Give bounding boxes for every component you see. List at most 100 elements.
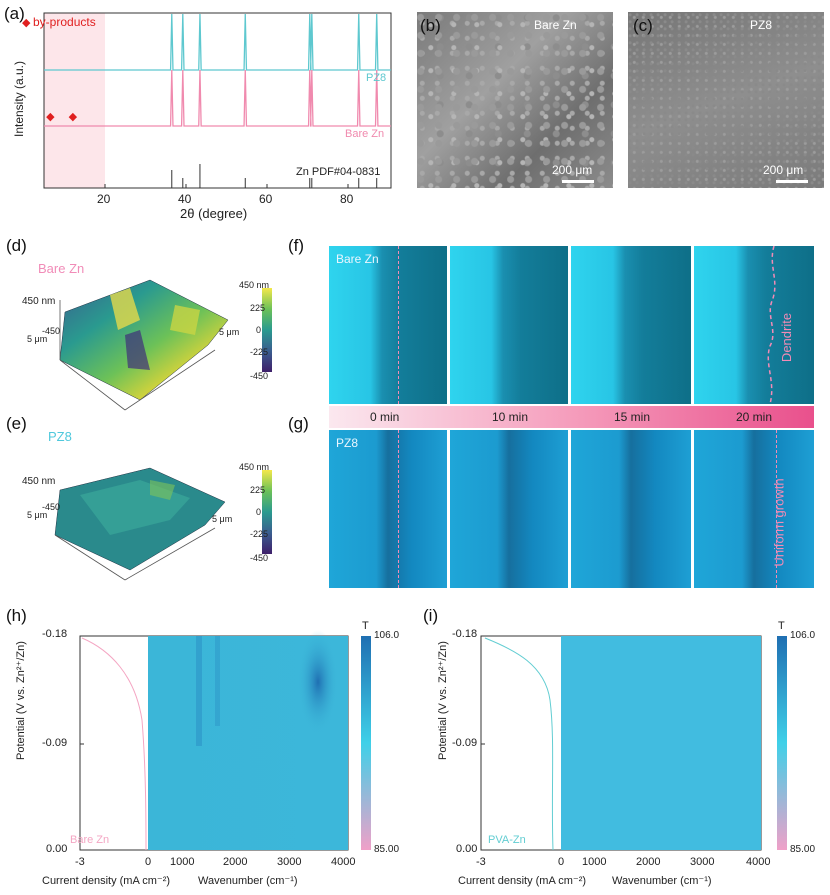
panel-h-letter: (h) (6, 606, 27, 625)
afm-e-xy2: 5 μm (212, 514, 233, 524)
sem-pz8 (628, 12, 824, 188)
legend-byproducts: by-products (33, 15, 96, 29)
dendrite-trace (767, 246, 776, 404)
h-ytick-0: -0.18 (42, 628, 68, 640)
i-xtick-r1: 2000 (636, 856, 661, 868)
scale-bar-b (562, 180, 594, 183)
x-ticks (104, 184, 349, 188)
h-cb-title: T (362, 620, 369, 632)
interface-line-f (398, 246, 399, 404)
time-10: 10 min (492, 410, 529, 424)
panel-a-letter: (a) (4, 4, 25, 23)
afm-e-zlabel: 450 nm (22, 476, 56, 487)
panel-c-letter: (c) (633, 16, 653, 35)
scale-b-text: 200 μm (552, 163, 593, 177)
afm-surface-bare (59, 279, 229, 411)
i-xlabel-right: Wavenumber (cm⁻¹) (612, 875, 712, 887)
h-xlabel-left: Current density (mA cm⁻²) (42, 875, 171, 887)
label-bare-zn: Bare Zn (345, 128, 385, 140)
h-cb-min: 85.00 (374, 844, 400, 855)
i-cb-min: 85.00 (790, 844, 816, 855)
scale-c-text: 200 μm (763, 163, 804, 177)
xrd-xlabel: 2θ (degree) (180, 206, 248, 221)
afm-e-xy: 5 μm (27, 510, 48, 520)
panel-f-letter: (f) (288, 236, 305, 255)
xrd-chart: ◆ ◆ (43, 12, 392, 189)
cb-d-3: -225 (250, 347, 269, 357)
h-ytick-2: 0.00 (46, 843, 68, 855)
heatmap-h (79, 630, 371, 851)
optical-g-20 (694, 430, 814, 588)
optical-g-0 (329, 430, 447, 588)
afm-d-zlow: -450 (42, 326, 61, 336)
i-ylabel: Potential (V vs. Zn²⁺/Zn) (437, 641, 449, 760)
sem-c-label: PZ8 (750, 18, 773, 32)
optical-f-0 (329, 246, 447, 404)
i-cb-title: T (778, 620, 785, 632)
xrd-series-0 (44, 13, 391, 71)
afm-e-zlow: -450 (42, 502, 61, 512)
optical-f-10 (450, 246, 568, 404)
afm-d-xy: 5 μm (27, 334, 48, 344)
i-xtick-l0: -3 (476, 856, 486, 868)
label-pz8: PZ8 (366, 72, 387, 84)
afm-d-zlabel: 450 nm (22, 296, 56, 307)
i-ytick-0: -0.18 (452, 628, 478, 640)
afm-e-colorbar (262, 470, 272, 554)
afm-d-colorbar (262, 288, 272, 372)
i-curve-label: PVA-Zn (488, 834, 526, 846)
cb-e-1: 225 (250, 485, 266, 495)
xrd-series-1 (44, 69, 391, 127)
sem-bare-zn (417, 12, 613, 188)
time-20: 20 min (736, 410, 773, 424)
cb-e-0: 450 nm (239, 462, 270, 472)
h-xtick-r3: 4000 (331, 856, 356, 868)
legend-marker-icon: ◆ (22, 17, 31, 29)
panel-e-letter: (e) (6, 414, 27, 433)
h-xtick-r0: 1000 (170, 856, 195, 868)
optical-f-label: Bare Zn (336, 252, 379, 266)
byproduct-marker-0: ◆ (46, 111, 55, 123)
time-15: 15 min (614, 410, 651, 424)
cb-d-2: 0 (256, 325, 262, 335)
colorbar-i (777, 636, 787, 850)
interface-line-g20 (776, 430, 777, 588)
h-curve-label: Bare Zn (70, 834, 110, 846)
cb-e-2: 0 (256, 507, 262, 517)
cb-d-4: -450 (250, 371, 269, 381)
i-xtick-l1: 0 (558, 856, 565, 868)
xtick-20: 20 (97, 192, 111, 206)
h-xtick-r1: 2000 (223, 856, 248, 868)
xtick-80: 80 (340, 192, 354, 206)
h-cb-max: 106.0 (374, 630, 400, 641)
dendrite-label: Dendrite (779, 312, 795, 363)
uniform-label: Uniform growth (771, 478, 787, 567)
i-xtick-r0: 1000 (582, 856, 607, 868)
afm-surface-pz8 (54, 467, 226, 581)
byproduct-shade (44, 13, 105, 188)
optical-f-15 (571, 246, 691, 404)
time-0: 0 min (370, 410, 400, 424)
i-xtick-r2: 3000 (690, 856, 715, 868)
h-xtick-l1: 0 (145, 856, 152, 868)
panel-g-letter: (g) (288, 414, 309, 433)
xrd-ylabel: Intensity (a.u.) (12, 60, 26, 138)
sem-b-label: Bare Zn (534, 18, 577, 32)
xrd-frame (43, 12, 392, 189)
panel-d-letter: (d) (6, 236, 27, 255)
heatmap-i-field (561, 636, 761, 850)
xtick-60: 60 (259, 192, 273, 206)
xtick-40: 40 (178, 192, 192, 206)
byproduct-marker-1: ◆ (69, 111, 78, 123)
i-xtick-r3: 4000 (746, 856, 771, 868)
optical-f-20 (694, 246, 814, 404)
optical-g-15 (571, 430, 691, 588)
heatmap-i (480, 635, 787, 851)
afm-e-label: PZ8 (48, 429, 72, 444)
cb-e-3: -225 (250, 529, 269, 539)
afm-d-xy2: 5 μm (219, 327, 240, 337)
interface-line-g0 (398, 430, 399, 588)
optical-g-label: PZ8 (336, 436, 359, 450)
panel-i-letter: (i) (423, 606, 439, 625)
cb-d-0: 450 nm (239, 280, 270, 290)
